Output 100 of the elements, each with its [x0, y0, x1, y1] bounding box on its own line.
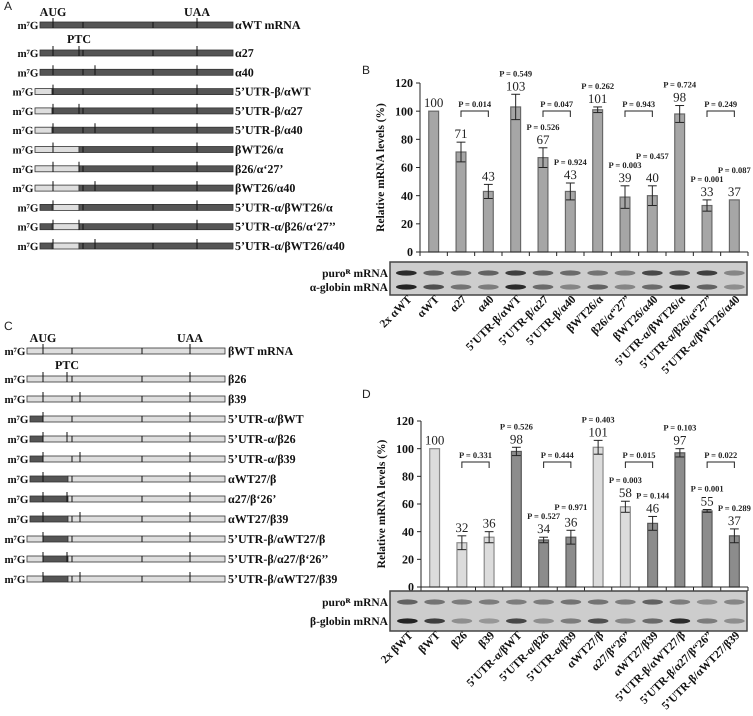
bar — [538, 539, 550, 588]
category-label: βWT mRNA — [228, 344, 294, 358]
annotation: P = 0.047 — [540, 99, 574, 109]
data-label: 101 — [588, 424, 608, 440]
text: m⁷G — [4, 554, 26, 566]
bar — [701, 204, 713, 253]
text: PTC — [67, 32, 91, 46]
bar — [510, 106, 522, 253]
annotation: P = 0.003 — [608, 475, 642, 486]
data-label: 32 — [455, 520, 468, 535]
data-label: 34 — [537, 521, 551, 536]
text: m⁷G — [4, 346, 26, 358]
data-label: 58 — [618, 485, 632, 500]
annotation: P = 0.103 — [663, 422, 696, 433]
chart-title: B — [362, 63, 370, 77]
data-label: 100 — [424, 432, 444, 448]
category-label: β26/α‘27’ — [235, 162, 284, 176]
annotation: P = 0.526 — [526, 122, 560, 132]
y-tick-label: 80 — [401, 132, 413, 147]
data-label: 98 — [510, 431, 523, 446]
annotation: P = 0.724 — [663, 80, 697, 90]
category-label: 5’UTR-β/αWT27/β39 — [228, 572, 338, 586]
text: UAA — [184, 5, 210, 19]
text: AUG — [40, 5, 66, 19]
text: UAA — [177, 331, 204, 345]
text: m⁷G — [7, 474, 28, 486]
text: AUG — [30, 331, 56, 345]
bar — [646, 195, 658, 253]
bar — [510, 450, 522, 588]
text: puroᴿ mRNA — [322, 597, 389, 609]
data-label: 46 — [646, 500, 660, 516]
y-axis-title: Relative mRNA levels (%) — [375, 102, 387, 232]
category-label: α40 — [235, 65, 254, 80]
annotation: P = 0.971 — [554, 502, 588, 512]
chart-title: D — [362, 387, 371, 401]
data-label: 100 — [424, 95, 444, 110]
bar — [537, 157, 549, 253]
annotation: P = 0.015 — [622, 450, 656, 460]
y-tick-label: 80 — [402, 470, 414, 484]
y-tick-label: 0 — [407, 245, 413, 260]
category-label: 5’UTR-β/αWT27/β — [228, 532, 326, 546]
y-tick-label: 40 — [402, 524, 414, 539]
bar — [592, 109, 604, 253]
data-label: 39 — [618, 170, 632, 185]
annotation: P = 0.924 — [554, 156, 588, 167]
data-label: 43 — [564, 166, 577, 182]
text: m⁷G — [4, 374, 26, 386]
bar — [429, 448, 440, 588]
annotation: P = 0.457 — [636, 150, 670, 161]
data-label: 37 — [728, 512, 742, 528]
annotation: P = 0.014 — [458, 99, 492, 109]
text: m⁷G — [12, 144, 34, 156]
annotation: P = 0.526 — [500, 421, 533, 432]
category-label: 5’UTR-α/βWT26/α40 — [235, 239, 345, 253]
annotation: P = 0.403 — [582, 414, 615, 424]
category-label: β39 — [228, 392, 246, 406]
bar — [619, 196, 631, 253]
category-label: 5’UTR-α/βWT26/α — [235, 200, 334, 214]
data-label: 67 — [536, 132, 550, 147]
text: m⁷G — [4, 394, 26, 406]
bar — [455, 151, 467, 253]
text: m⁷G — [17, 241, 38, 253]
text: m⁷G — [17, 20, 39, 32]
y-tick-label: 0 — [408, 580, 414, 594]
text: P = 0.549 — [499, 68, 532, 78]
bar — [428, 110, 440, 253]
y-tick-label: 100 — [396, 442, 414, 456]
category-label: 5’UTR-α/β39 — [228, 452, 296, 466]
category-label: 5’UTR-β/α27/β‘26’’ — [228, 552, 328, 566]
text: m⁷G — [4, 534, 26, 546]
text: m⁷G — [7, 454, 28, 466]
annotation: P = 0.001 — [690, 484, 724, 494]
y-tick-label: 120 — [396, 414, 414, 428]
category-label: α27/β‘26’ — [228, 492, 276, 506]
text: m⁷G — [7, 494, 28, 506]
data-label: 37 — [728, 184, 742, 199]
data-label: 97 — [673, 432, 687, 448]
text: A — [4, 0, 12, 13]
category-label: 5’UTR-β/αWT — [235, 84, 311, 99]
annotation: P = 0.144 — [636, 490, 670, 500]
text: m⁷G — [17, 67, 38, 80]
annotation: P = 0.003 — [608, 160, 642, 170]
annotation: P = 0.289 — [718, 502, 751, 513]
x-tick-label: β26 — [449, 629, 470, 651]
y-tick-label: 60 — [401, 160, 413, 175]
text: puroᴿ mRNA — [322, 268, 389, 280]
annotation: P = 0.001 — [690, 174, 724, 184]
data-label: 36 — [482, 516, 496, 531]
bar — [728, 199, 740, 253]
text: C — [4, 319, 13, 333]
bar — [702, 510, 713, 588]
bar — [592, 446, 604, 588]
text: α-globin mRNA — [310, 282, 389, 294]
y-tick-label: 120 — [395, 76, 413, 90]
category-label: α27 — [235, 46, 254, 60]
text: m⁷G — [12, 164, 34, 176]
text: m⁷G — [4, 574, 26, 586]
text: m⁷G — [12, 106, 34, 118]
category-label: 5’UTR-α/βWT — [228, 412, 304, 426]
data-label: 71 — [454, 126, 468, 142]
